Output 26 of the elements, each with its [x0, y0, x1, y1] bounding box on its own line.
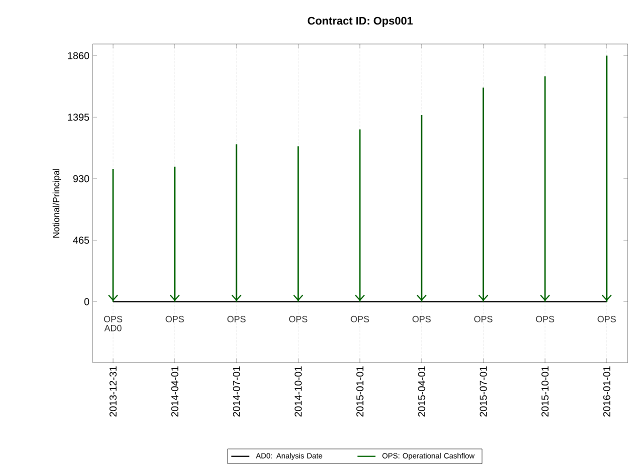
- chart-title: Contract ID: Ops001: [308, 16, 413, 27]
- x-tick-label: 2014-04-01: [171, 366, 178, 417]
- y-tick-label: 930: [73, 175, 90, 182]
- y-tick-label: 0: [84, 298, 90, 306]
- x-tick-label: 2014-07-01: [232, 366, 240, 417]
- annotation: OPS: [598, 316, 616, 322]
- x-tick-label: 2014-10-01: [294, 366, 302, 417]
- x-tick-label: 2013-12-31: [110, 366, 117, 417]
- annotation: OPS: [474, 316, 492, 322]
- annotation: OPS: [350, 316, 369, 322]
- annotation: OPS: [227, 316, 246, 322]
- x-tick-label: 2015-01-01: [356, 366, 364, 417]
- x-tick-label: 2015-07-01: [480, 366, 487, 417]
- x-tick-label: 2015-04-01: [418, 366, 426, 417]
- annotation: AD0: [104, 324, 122, 332]
- annotation: OPS: [104, 316, 122, 322]
- annotation: OPS: [289, 316, 308, 322]
- x-tick-label: 2016-01-01: [603, 366, 610, 417]
- annotation: OPS: [412, 316, 431, 322]
- y-axis-title: Notional/Principal: [52, 168, 62, 238]
- annotation: OPS: [536, 316, 554, 322]
- x-tick-label: 2015-10-01: [541, 366, 549, 417]
- y-tick-label: 465: [73, 236, 90, 244]
- annotation: OPS: [166, 316, 184, 322]
- y-tick-label: 1395: [68, 114, 90, 121]
- y-tick-label: 1860: [68, 52, 90, 60]
